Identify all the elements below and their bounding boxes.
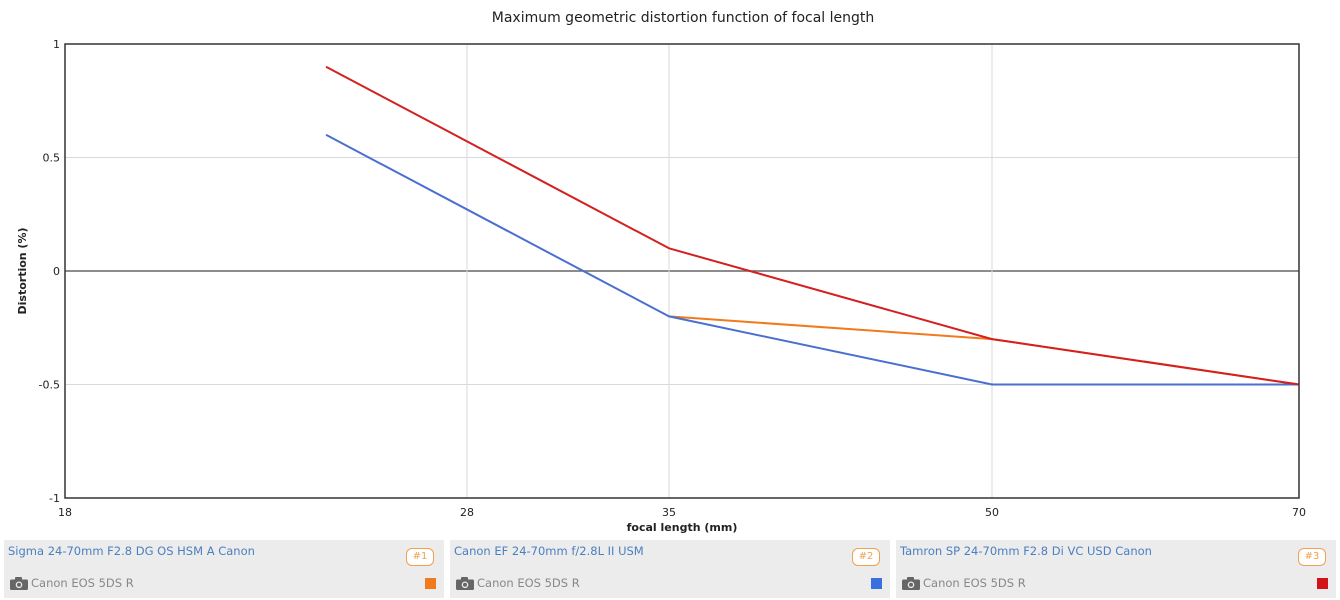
distortion-chart: Maximum geometric distortion function of… bbox=[16, 10, 1306, 534]
legend-card-3[interactable]: Tamron SP 24-70mm F2.8 Di VC USD Canon #… bbox=[896, 540, 1336, 598]
y-tick-label: 0 bbox=[53, 265, 60, 278]
y-tick-label: 0.5 bbox=[43, 152, 61, 165]
legend-color-swatch bbox=[871, 578, 882, 589]
series-line-2 bbox=[325, 133, 1299, 386]
legend-number-badge: #2 bbox=[852, 548, 880, 566]
legend-camera-name: Canon EOS 5DS R bbox=[31, 576, 134, 590]
y-tick-label: -0.5 bbox=[39, 379, 60, 392]
legend: Sigma 24-70mm F2.8 DG OS HSM A Canon #1 … bbox=[0, 540, 1340, 600]
plot-frame bbox=[64, 43, 1300, 499]
legend-number-badge: #1 bbox=[406, 548, 434, 566]
legend-color-swatch bbox=[425, 578, 436, 589]
y-tick-label: 1 bbox=[53, 38, 60, 51]
legend-card-1[interactable]: Sigma 24-70mm F2.8 DG OS HSM A Canon #1 … bbox=[4, 540, 444, 598]
camera-icon bbox=[10, 576, 28, 590]
legend-camera: Canon EOS 5DS R bbox=[902, 576, 1026, 590]
y-axis-label: Distortion (%) bbox=[16, 227, 29, 314]
x-tick-label: 18 bbox=[58, 506, 72, 519]
legend-lens-link[interactable]: Canon EF 24-70mm f/2.8L II USM bbox=[454, 544, 644, 558]
grid bbox=[65, 44, 1299, 498]
x-tick-label: 28 bbox=[460, 506, 474, 519]
x-tick-label: 35 bbox=[662, 506, 676, 519]
legend-camera-name: Canon EOS 5DS R bbox=[477, 576, 580, 590]
legend-lens-link[interactable]: Sigma 24-70mm F2.8 DG OS HSM A Canon bbox=[8, 544, 255, 558]
series-line-3 bbox=[325, 65, 1300, 386]
series-line-1 bbox=[668, 315, 1300, 386]
legend-color-swatch bbox=[1317, 578, 1328, 589]
camera-icon bbox=[902, 576, 920, 590]
legend-camera-name: Canon EOS 5DS R bbox=[923, 576, 1026, 590]
legend-camera: Canon EOS 5DS R bbox=[10, 576, 134, 590]
x-tick-label: 50 bbox=[985, 506, 999, 519]
chart-container: Maximum geometric distortion function of… bbox=[16, 10, 1306, 534]
chart-title: Maximum geometric distortion function of… bbox=[492, 10, 875, 26]
tick-labels: 1 0.5 0 -0.5 -118 28 35 50 70 bbox=[39, 38, 1306, 519]
x-axis-label: focal length (mm) bbox=[627, 521, 738, 534]
y-tick-label: -1 bbox=[49, 492, 60, 505]
legend-card-2[interactable]: Canon EF 24-70mm f/2.8L II USM #2 Canon … bbox=[450, 540, 890, 598]
legend-number-badge: #3 bbox=[1298, 548, 1326, 566]
camera-icon bbox=[456, 576, 474, 590]
legend-camera: Canon EOS 5DS R bbox=[456, 576, 580, 590]
series-layer bbox=[325, 65, 1300, 386]
legend-lens-link[interactable]: Tamron SP 24-70mm F2.8 Di VC USD Canon bbox=[900, 544, 1152, 558]
x-tick-label: 70 bbox=[1292, 506, 1306, 519]
